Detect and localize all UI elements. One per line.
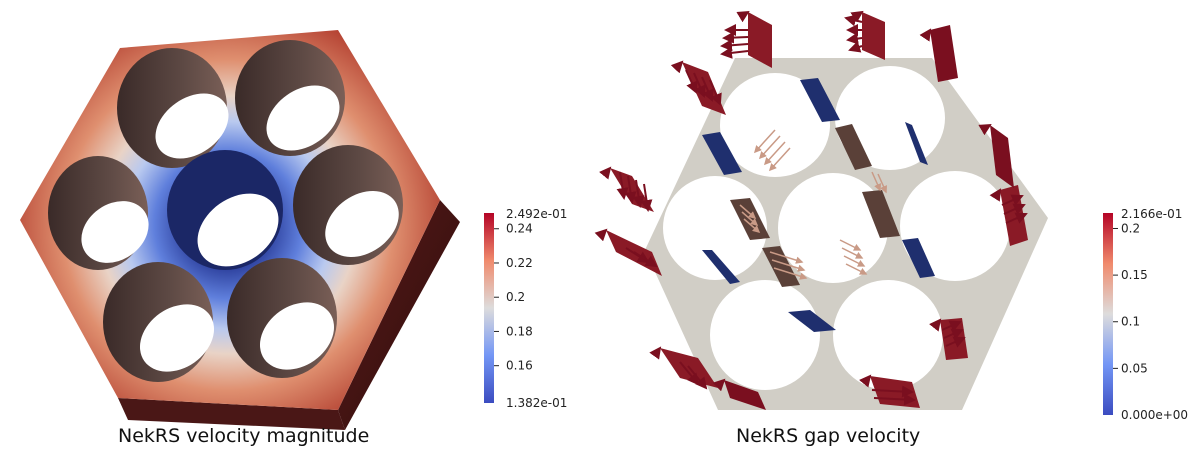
colorbar-tick-label: 0.2 [506, 290, 525, 304]
gap-velocity-panel: 0.2 0.15 0.1 0.05 2.166e-01 0.000e+00 NekRS… [590, 0, 1195, 460]
colorbar-right-ticks: 0.2 0.15 0.1 0.05 [1113, 221, 1148, 375]
gap-plane [835, 124, 872, 170]
colorbar-left-min: 1.382e-01 [506, 396, 567, 410]
interior-arrows [739, 129, 887, 280]
velocity-magnitude-render: 0.24 0.22 0.2 0.18 0.16 2.492e-01 1.382e-01 [20, 30, 567, 430]
pin-hole [227, 258, 337, 378]
gap-velocity-render: 0.2 0.15 0.1 0.05 2.166e-01 0.000e+00 [590, 0, 1188, 422]
colorbar-tick-label: 0.15 [1121, 268, 1148, 282]
gap-plane [762, 246, 800, 287]
duct-cross-section [645, 58, 1048, 410]
colorbar-right [1103, 213, 1113, 415]
colorbar-right-max: 2.166e-01 [1121, 207, 1182, 221]
colorbar-tick-label: 0.2 [1121, 221, 1140, 235]
colorbar-tick-label: 0.18 [506, 324, 533, 338]
velocity-magnitude-panel: 0.24 0.22 0.2 0.18 0.16 2.492e-01 1.382e-01 … [0, 0, 600, 460]
gap-plane [800, 78, 840, 122]
colorbar-tick-label: 0.22 [506, 256, 533, 270]
pin-hole [235, 40, 345, 156]
pin-hole-center [167, 150, 283, 270]
boundary-arrows [606, 12, 1028, 410]
gap-plane [788, 310, 836, 332]
velocity-magnitude-caption: NekRS velocity magnitude [118, 425, 370, 447]
pin-holes [48, 40, 403, 382]
colorbar-right-min: 0.000e+00 [1121, 408, 1188, 422]
gap-velocity-caption: NekRS gap velocity [736, 425, 921, 447]
colorbar-left-max: 2.492e-01 [506, 207, 567, 221]
gap-plane [902, 238, 935, 278]
colorbar-tick-label: 0.05 [1121, 361, 1148, 375]
colorbar-tick-label: 0.1 [1121, 315, 1140, 329]
colorbar-tick-label: 0.16 [506, 359, 533, 373]
colorbar-left-ticks: 0.24 0.22 0.2 0.18 0.16 [494, 222, 533, 373]
duct-bottom-wall [118, 398, 345, 430]
pin-hole [117, 48, 229, 168]
gap-plane [702, 250, 740, 284]
pin-hole [103, 262, 215, 382]
colorbar-tick-label: 0.24 [506, 222, 533, 236]
pin-hole [48, 156, 149, 270]
gap-plane [905, 122, 928, 165]
duct-side-wall [338, 200, 460, 430]
colorbar-left [484, 213, 494, 403]
gap-plane [862, 190, 900, 238]
gap-plane [702, 132, 742, 175]
pin-hole [293, 145, 403, 265]
